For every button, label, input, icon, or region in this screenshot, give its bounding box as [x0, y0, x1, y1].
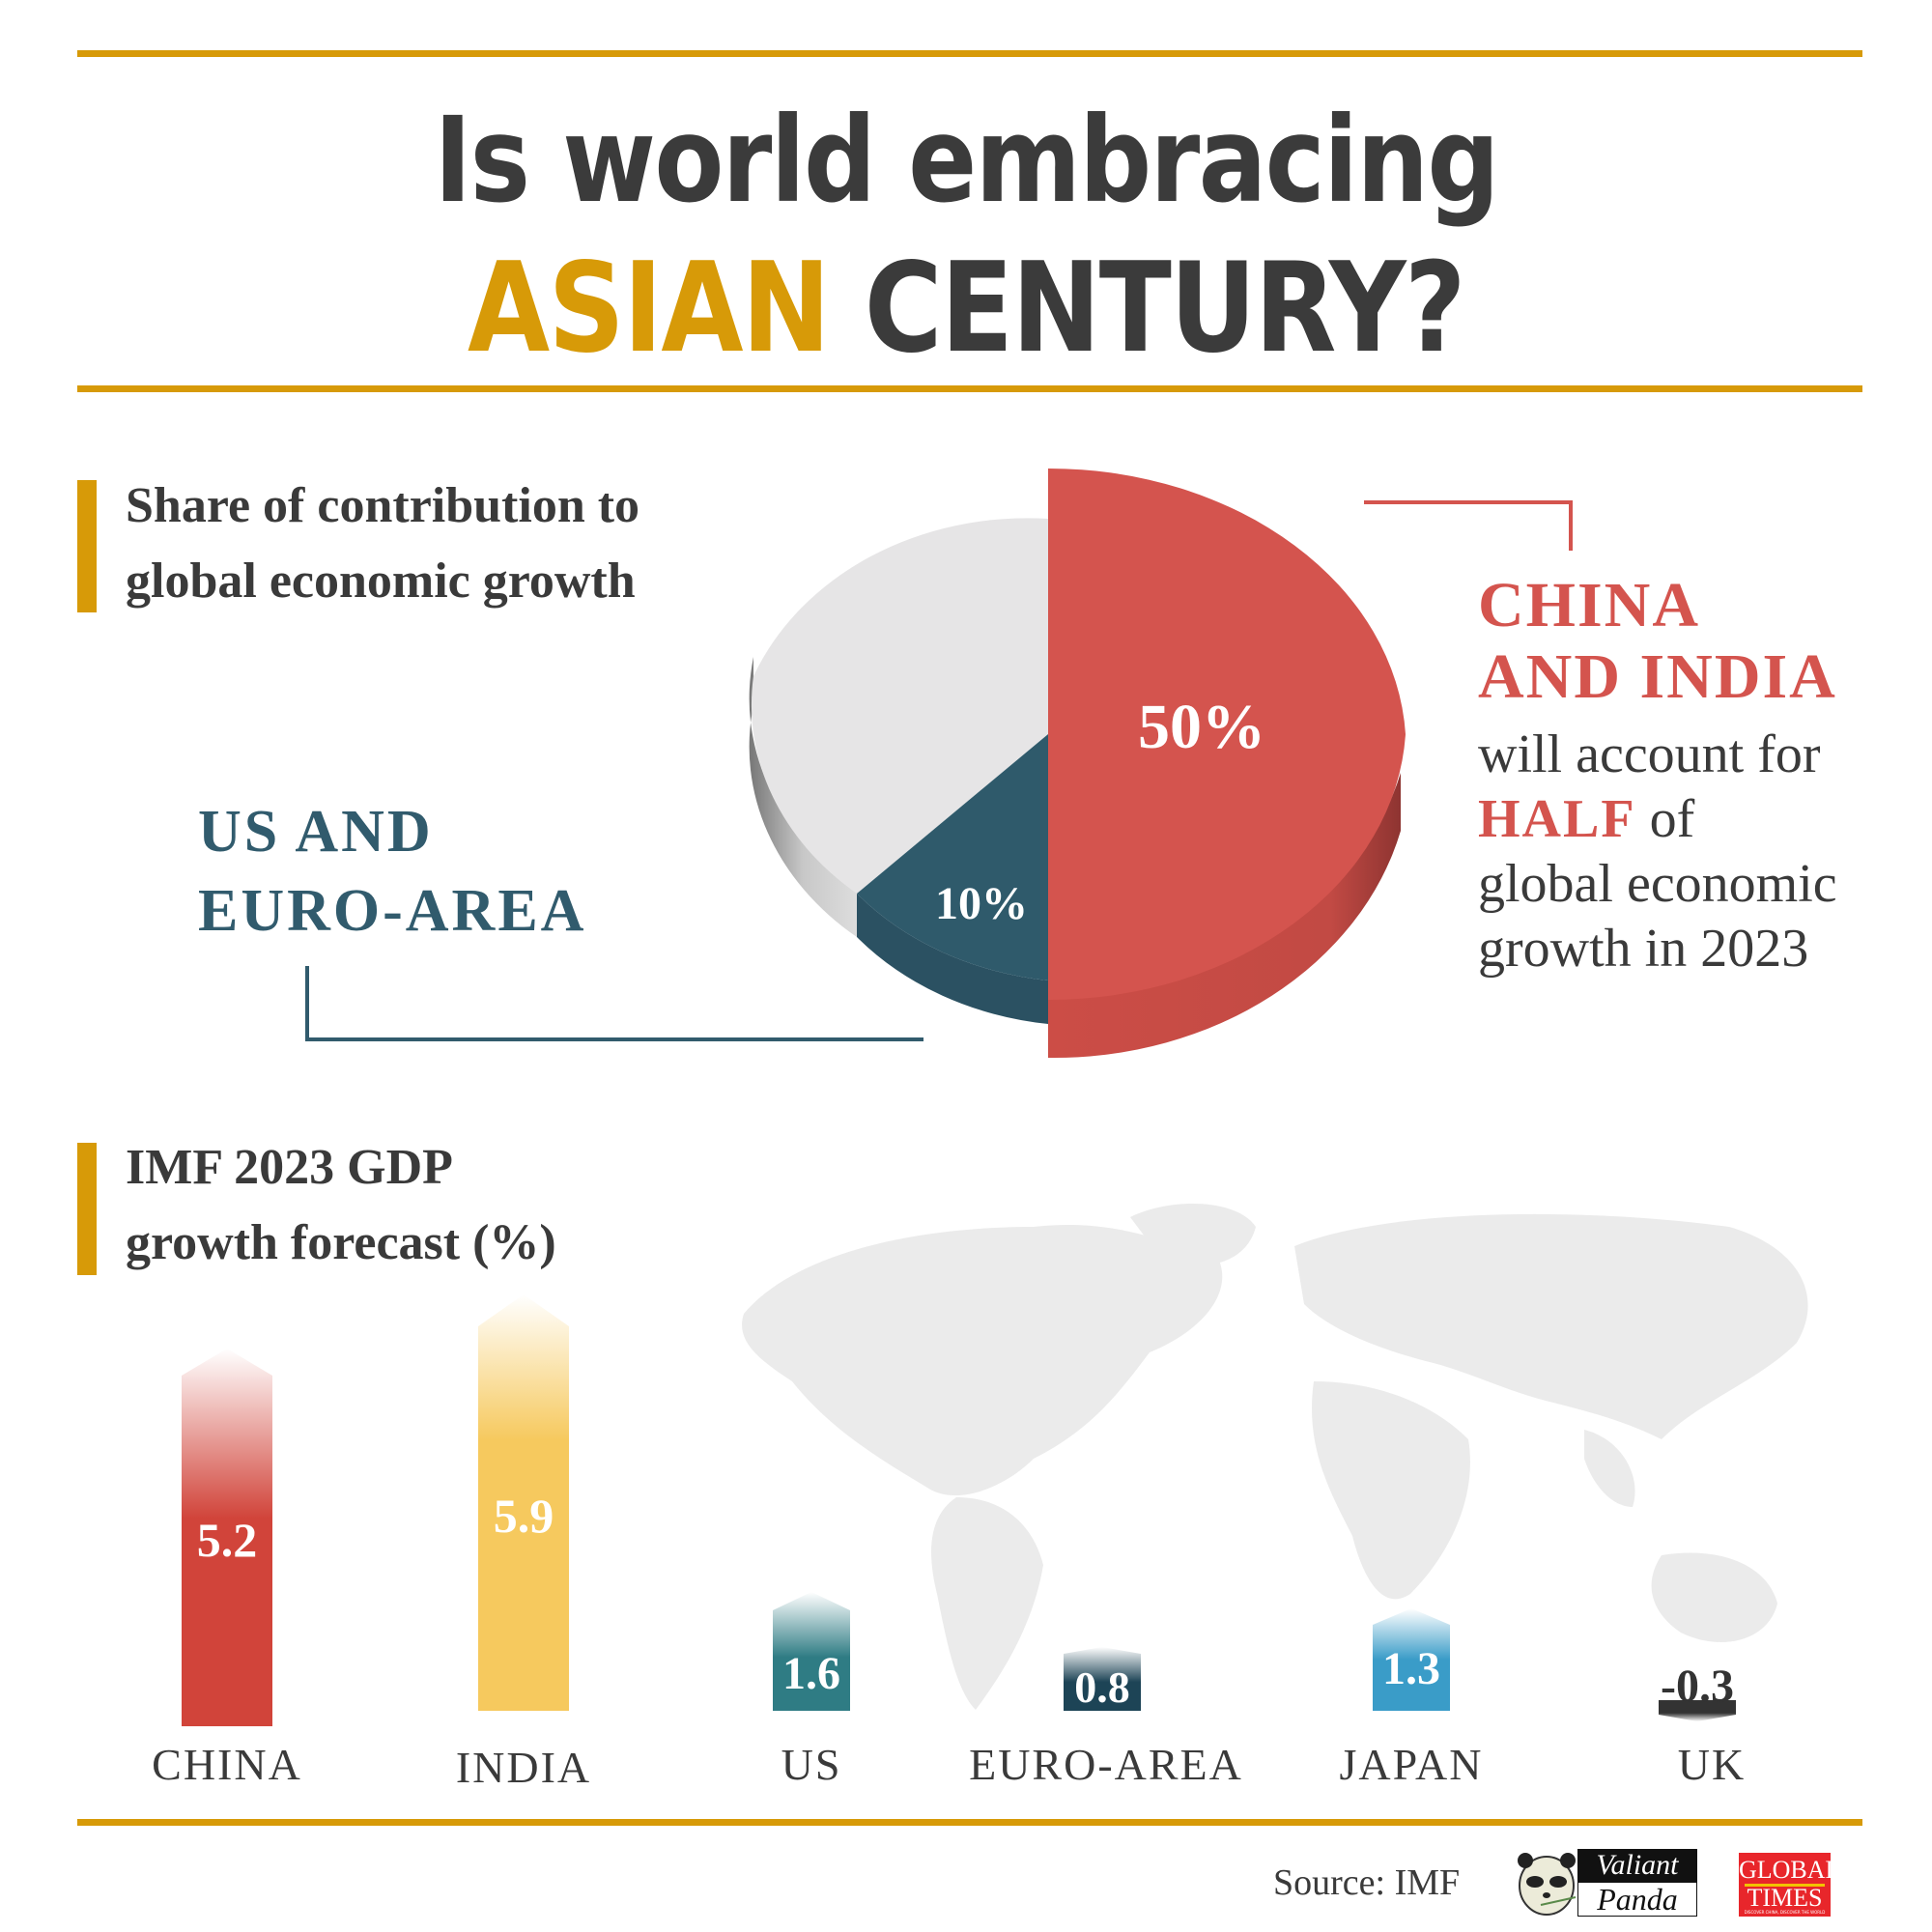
desc-line1: will account for — [1478, 724, 1821, 784]
page-title-line2: ASIAN CENTURY? — [135, 237, 1797, 381]
bar-label-us: US — [781, 1740, 842, 1789]
teal-connector-h — [305, 1037, 923, 1041]
bar-label-euro-area: EURO-AREA — [969, 1740, 1243, 1789]
panda-icon — [1518, 1853, 1577, 1916]
teal-connector-v — [305, 966, 309, 1041]
bar-india — [478, 1294, 569, 1711]
bar-label-japan: JAPAN — [1339, 1740, 1484, 1789]
valiant-box: Valiant — [1577, 1849, 1697, 1882]
bar-uk — [1659, 1700, 1736, 1721]
bar-value-us: 1.6 — [782, 1648, 840, 1699]
top-rule — [77, 50, 1862, 57]
global-times-logo: GLOBAL TIMES DISCOVER CHINA, DISCOVER TH… — [1739, 1853, 1841, 1917]
title-accent: ASIAN — [468, 237, 831, 381]
us-callout-line2: EURO-AREA — [198, 878, 587, 944]
china-india-callout: CHINA AND INDIA will account for HALF of… — [1478, 570, 1837, 981]
bar-label-uk: UK — [1677, 1740, 1747, 1789]
bar-title-line1: IMF 2023 GDP — [126, 1140, 453, 1195]
world-map-background — [742, 1204, 1808, 1710]
bar-japan — [1373, 1608, 1450, 1711]
slice-label-china-india: 50% — [1138, 692, 1265, 762]
bar-label-india: INDIA — [455, 1743, 592, 1792]
bar-euro-area — [1064, 1647, 1141, 1711]
desc-line4: growth in 2023 — [1478, 919, 1809, 979]
pie-title-line2: global economic growth — [126, 554, 636, 609]
logo-valiant-text: Valiant — [1596, 1849, 1679, 1881]
title-rest: CENTURY? — [829, 237, 1466, 381]
bar-value-china: 5.2 — [196, 1513, 258, 1567]
bar-value-euro-area: 0.8 — [1074, 1662, 1130, 1712]
logo-panda-text: Panda — [1597, 1882, 1678, 1917]
callout-line2: AND INDIA — [1478, 641, 1837, 712]
desc-of: of — [1635, 789, 1695, 849]
pie-slice-rest — [751, 518, 1048, 894]
red-connector-v — [1569, 500, 1573, 551]
us-euro-callout: US AND EURO-AREA — [198, 792, 586, 951]
gdp-bar-chart — [182, 1294, 1736, 1726]
logo-global-text: GLOBAL — [1739, 1856, 1841, 1884]
us-callout-line1: US AND — [198, 799, 434, 865]
pie-slice-rest-edge — [749, 657, 857, 937]
logo-tagline: DISCOVER CHINA, DISCOVER THE WORLD — [1744, 1910, 1826, 1915]
callout-line1: CHINA — [1478, 570, 1701, 640]
page-title-line1: Is world embracing — [434, 92, 1499, 229]
bar-china — [182, 1349, 272, 1726]
pie-slice-us-euro — [857, 734, 1048, 980]
panda-box: Panda — [1577, 1882, 1697, 1917]
logo-times-text: TIMES — [1747, 1884, 1823, 1912]
valiant-panda-logo: Valiant Panda — [1512, 1845, 1705, 1918]
desc-half: HALF — [1478, 789, 1636, 849]
pie-section-title: Share of contribution to global economic… — [126, 469, 639, 619]
desc-line3: global economic — [1478, 854, 1837, 914]
pie-chart — [749, 468, 1406, 1059]
bar-title-line2: growth forecast (%) — [126, 1215, 556, 1270]
logo-divider — [1745, 1884, 1825, 1887]
source-note: Source: IMF — [1273, 1862, 1461, 1903]
slice-label-us-euro: 10% — [935, 878, 1028, 929]
section-marker — [77, 1143, 97, 1275]
pie-slice-us-euro-edge — [857, 894, 1048, 1024]
bar-value-japan: 1.3 — [1382, 1643, 1440, 1694]
bar-us — [773, 1592, 850, 1711]
bar-section-title: IMF 2023 GDP growth forecast (%) — [126, 1130, 556, 1281]
bottom-rule — [77, 1819, 1862, 1826]
bar-label-china: CHINA — [152, 1740, 302, 1789]
bar-value-uk: -0.3 — [1661, 1661, 1734, 1712]
title-bottom-rule — [77, 385, 1862, 392]
section-marker — [77, 480, 97, 612]
desc-line2: HALF of — [1478, 787, 1837, 852]
red-connector-h — [1364, 500, 1573, 504]
bar-value-india: 5.9 — [493, 1489, 554, 1543]
pie-title-line1: Share of contribution to — [126, 478, 640, 533]
